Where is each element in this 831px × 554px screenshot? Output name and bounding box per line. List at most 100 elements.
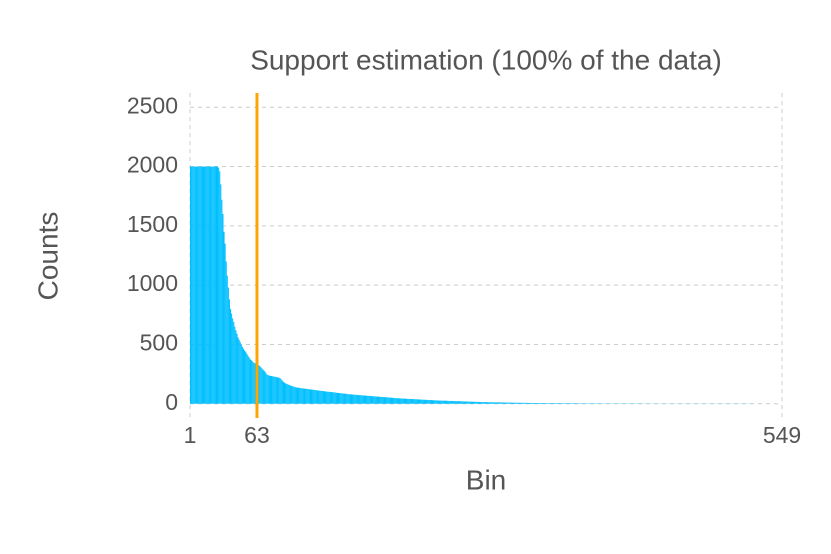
bar bbox=[231, 313, 233, 404]
bar bbox=[222, 213, 224, 404]
bar bbox=[409, 398, 411, 404]
bar bbox=[362, 395, 364, 404]
bar bbox=[293, 386, 295, 404]
bar bbox=[200, 166, 202, 404]
bar bbox=[198, 166, 200, 404]
bar bbox=[448, 400, 450, 404]
bar bbox=[425, 399, 427, 404]
bar bbox=[558, 403, 560, 404]
bar bbox=[354, 394, 356, 404]
bar bbox=[341, 393, 343, 404]
bar bbox=[265, 373, 267, 404]
bar bbox=[266, 374, 268, 404]
bar bbox=[357, 394, 359, 404]
bar bbox=[379, 396, 381, 404]
bar bbox=[363, 395, 366, 404]
bar bbox=[412, 399, 414, 404]
bar bbox=[296, 387, 299, 404]
bar bbox=[250, 359, 252, 404]
bar bbox=[424, 399, 426, 404]
bar bbox=[366, 395, 368, 404]
bar bbox=[325, 391, 327, 404]
bar bbox=[199, 166, 201, 404]
bar bbox=[315, 390, 317, 404]
bar bbox=[237, 337, 239, 404]
bar bbox=[528, 402, 530, 404]
bar bbox=[518, 402, 520, 404]
bar bbox=[380, 396, 382, 404]
bar bbox=[220, 184, 222, 404]
bar bbox=[422, 399, 424, 404]
bar bbox=[275, 376, 277, 404]
bar bbox=[276, 377, 278, 404]
bar bbox=[326, 391, 328, 404]
bar bbox=[427, 399, 429, 404]
bar bbox=[369, 395, 371, 404]
bar bbox=[390, 397, 393, 404]
bar bbox=[353, 394, 355, 404]
bar bbox=[440, 400, 442, 404]
bar bbox=[190, 166, 192, 404]
bar bbox=[381, 396, 383, 404]
bar bbox=[491, 402, 493, 404]
bar bbox=[278, 377, 280, 404]
bar bbox=[525, 402, 528, 404]
bar bbox=[224, 243, 226, 404]
bar bbox=[375, 396, 377, 404]
bar bbox=[394, 397, 396, 404]
bar bbox=[400, 398, 402, 404]
bar bbox=[244, 350, 246, 404]
bar bbox=[436, 400, 438, 404]
bar bbox=[219, 171, 221, 404]
bar bbox=[299, 387, 301, 404]
bar bbox=[513, 402, 515, 404]
bar bbox=[451, 400, 453, 404]
bar bbox=[464, 401, 466, 404]
x-tick-label: 63 bbox=[244, 422, 270, 448]
bar bbox=[456, 401, 458, 404]
bar bbox=[195, 166, 197, 404]
bar bbox=[286, 383, 288, 404]
bar bbox=[377, 396, 380, 404]
bar bbox=[439, 400, 441, 404]
bar bbox=[481, 401, 483, 404]
bar bbox=[289, 385, 291, 404]
y-tick-label: 500 bbox=[140, 330, 178, 356]
bar bbox=[382, 397, 384, 404]
bar bbox=[414, 399, 416, 404]
bar bbox=[335, 392, 337, 404]
bar bbox=[292, 386, 294, 404]
bar bbox=[486, 402, 488, 404]
bar bbox=[312, 389, 314, 404]
bar bbox=[546, 403, 548, 404]
bar bbox=[469, 401, 471, 404]
bar bbox=[495, 402, 497, 404]
bar bbox=[494, 402, 496, 404]
bar bbox=[204, 166, 206, 404]
bar bbox=[395, 398, 397, 404]
bar bbox=[463, 401, 465, 404]
bar bbox=[520, 402, 522, 404]
bar bbox=[507, 402, 509, 404]
bar bbox=[327, 391, 329, 404]
bar bbox=[475, 401, 477, 404]
bar bbox=[279, 378, 281, 404]
bar bbox=[314, 390, 316, 404]
bar bbox=[208, 166, 210, 404]
bar bbox=[383, 397, 385, 404]
bar bbox=[421, 399, 423, 404]
bar bbox=[477, 401, 479, 404]
x-tick-label: 549 bbox=[763, 422, 801, 448]
bar bbox=[455, 401, 457, 404]
bar bbox=[550, 403, 552, 404]
bar bbox=[328, 391, 330, 404]
bar bbox=[408, 398, 410, 404]
bar bbox=[402, 398, 404, 404]
bar bbox=[453, 401, 455, 404]
bar bbox=[389, 397, 391, 404]
bar bbox=[527, 402, 529, 404]
bar bbox=[426, 399, 428, 404]
bar bbox=[441, 400, 443, 404]
bar bbox=[483, 402, 485, 404]
bar bbox=[212, 166, 214, 404]
